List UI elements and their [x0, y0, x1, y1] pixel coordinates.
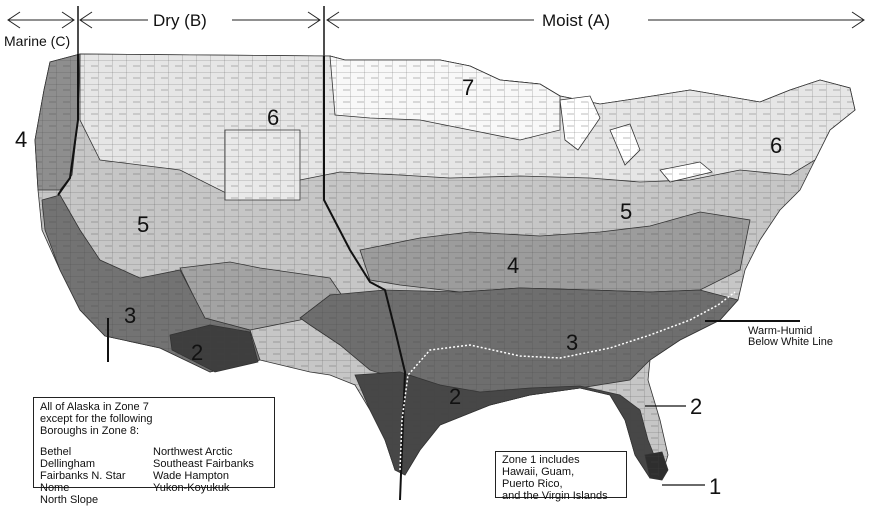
zone1-note: Zone 1 includes Hawaii, Guam, Puerto Ric…	[495, 451, 627, 502]
borough-name: Southeast Fairbanks	[153, 458, 254, 470]
warm-humid-line	[399, 291, 736, 471]
zone1-note-line2: Hawaii, Guam,	[502, 466, 575, 478]
zone-5-west-label: 5	[137, 212, 149, 237]
marine-label: Marine (C)	[4, 33, 70, 49]
borough-name: Nome	[40, 482, 70, 494]
zone-5-east-label: 5	[620, 199, 632, 224]
borough-name: Bethel	[40, 446, 72, 458]
alaska-note: All of Alaska in Zone 7 except for the f…	[33, 397, 275, 506]
zone-1-label: 1	[709, 474, 721, 499]
alaska-intro-line1: All of Alaska in Zone 7	[40, 401, 149, 413]
zone-3-east-label: 3	[566, 330, 578, 355]
county-mesh	[35, 54, 855, 478]
alaska-intro-line2: except for the following	[40, 413, 153, 425]
warm-humid-line2: Below White Line	[748, 336, 833, 348]
borough-name: Dellingham	[40, 458, 96, 470]
borough-name: Wade Hampton	[153, 470, 230, 482]
zone-4-west-label: 4	[15, 127, 27, 152]
zone-6-west-label: 6	[267, 105, 279, 130]
zone-3-west-label: 3	[124, 303, 136, 328]
zone-2-fl-label: 2	[690, 394, 702, 419]
alaska-left-column: Bethel Dellingham Fairbanks N. Star Nome…	[40, 446, 153, 506]
warm-humid-label: Warm-Humid Below White Line	[748, 326, 833, 348]
borough-name: Fairbanks N. Star	[40, 470, 126, 482]
zone1-note-line4: and the Virgin Islands	[502, 490, 608, 502]
zone1-note-line1: Zone 1 includes	[502, 454, 580, 466]
zone-labels: 1 2 2 2 3 3 4 4 5 5 6 6 7	[15, 75, 782, 499]
zone-7-label: 7	[462, 75, 474, 100]
borough-name: Northwest Arctic	[153, 446, 233, 458]
zone1-note-line3: Puerto Rico,	[502, 478, 563, 490]
zone-6-east-label: 6	[770, 133, 782, 158]
category-arrows	[7, 6, 865, 60]
zone-2-east-label: 2	[449, 384, 461, 409]
climate-boundaries	[57, 54, 800, 501]
alaska-intro-line3: Boroughs in Zone 8:	[40, 425, 140, 437]
warm-humid-line1: Warm-Humid	[748, 325, 813, 337]
borough-name: Yukon-Koyukuk	[153, 482, 230, 494]
zone-2-west-label: 2	[191, 340, 203, 365]
alaska-right-column: Northwest Arctic Southeast Fairbanks Wad…	[153, 446, 266, 506]
dry-label: Dry (B)	[153, 11, 207, 30]
borough-name: North Slope	[40, 494, 99, 506]
moist-label: Moist (A)	[542, 11, 610, 30]
zone-4-east-label: 4	[507, 253, 519, 278]
